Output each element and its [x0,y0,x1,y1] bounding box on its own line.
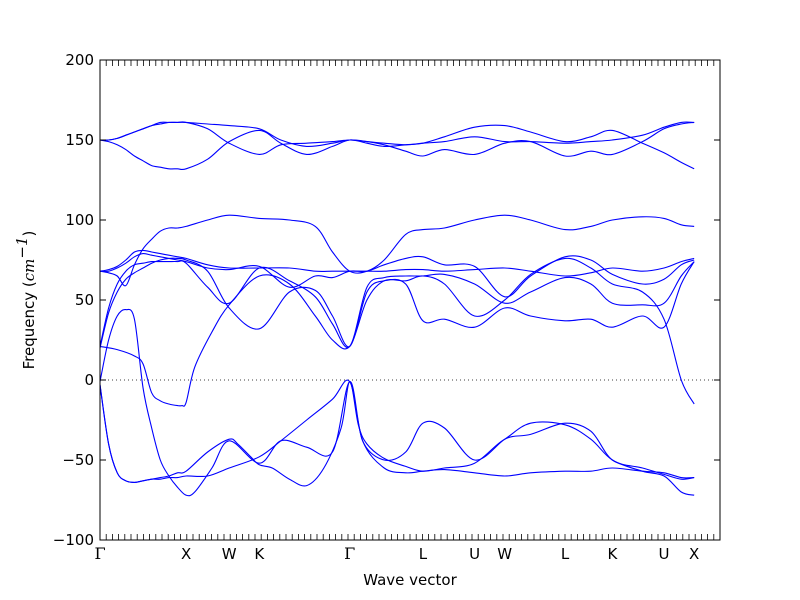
y-tick-label: 50 [75,291,94,309]
x-tick-label-l: L [419,545,428,563]
band-9-line [100,214,695,287]
x-tick-label-gamma: Γ [94,544,105,563]
x-tick-label-w: W [497,545,512,563]
band-7-line [100,253,695,298]
band-2-line [100,381,695,487]
x-tick-label-u: U [659,545,670,563]
band-5-line [100,257,695,349]
y-axis-title-unit: cm [20,259,38,282]
y-tick-label: 100 [65,211,94,229]
band-8-line [100,249,695,277]
x-tick-label-x: X [181,545,191,563]
y-tick-label: 150 [65,131,94,149]
y-tick-label: 200 [65,51,94,69]
y-axis-title-prefix: Frequency ( [20,281,38,369]
y-tick-label: 0 [84,371,94,389]
x-tick-label-gamma: Γ [344,544,355,563]
x-tick-label-u: U [469,545,480,563]
bands-layer [100,121,695,497]
y-tick-label: −100 [53,531,94,549]
band-11-line [100,121,695,155]
band-3-line [100,308,695,497]
x-tick-label-k: K [254,545,265,563]
y-axis-title: Frequency (cm−1) [13,231,38,370]
x-axis-title: Wave vector [363,571,457,589]
x-tick-label-w: W [222,545,237,563]
x-tick-label-l: L [561,545,570,563]
band-12-line [100,121,695,157]
y-axis-title-exponent: −1 [13,236,31,258]
band-4-line [100,257,695,407]
y-tick-label: −50 [62,451,94,469]
band-6-line [100,260,695,349]
band-10-line [100,124,695,171]
x-tick-label-k: K [607,545,618,563]
y-axis-title-suffix: ) [20,231,38,237]
x-tick-label-x: X [689,545,699,563]
band-1-line [100,379,695,483]
